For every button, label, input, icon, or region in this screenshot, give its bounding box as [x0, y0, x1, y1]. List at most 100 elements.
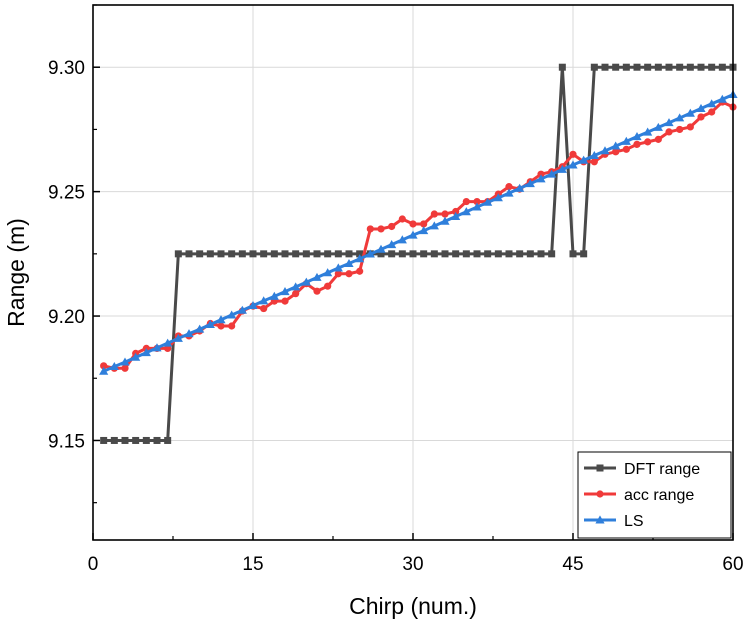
- data-point-ls: [131, 352, 141, 361]
- data-point-acc-range: [281, 297, 289, 305]
- data-point-dft-range: [217, 250, 225, 258]
- data-point-dft-range: [270, 250, 278, 258]
- data-point-ls: [632, 132, 642, 141]
- data-point-acc-range: [686, 123, 694, 131]
- data-point-dft-range: [665, 63, 673, 71]
- data-point-dft-range: [505, 250, 513, 258]
- y-tick-label: 9.20: [48, 307, 85, 328]
- data-point-ls: [205, 319, 215, 328]
- data-point-ls: [483, 197, 493, 206]
- data-point-ls: [120, 357, 130, 366]
- data-point-dft-range: [622, 63, 630, 71]
- data-point-ls: [301, 277, 311, 286]
- data-point-acc-range: [462, 197, 470, 206]
- data-point-dft-range: [569, 250, 577, 258]
- data-point-ls: [152, 343, 162, 352]
- data-point-acc-range: [356, 267, 364, 275]
- data-point-ls: [227, 310, 237, 319]
- data-point-dft-range: [249, 250, 257, 258]
- data-point-ls: [611, 141, 621, 150]
- x-tick-label: 30: [402, 554, 423, 575]
- data-point-dft-range: [132, 436, 140, 444]
- data-point-acc-range: [473, 197, 481, 206]
- data-point-ls: [259, 296, 269, 305]
- data-point-dft-range: [100, 436, 108, 444]
- data-point-dft-range: [142, 436, 150, 444]
- x-tick-label: 45: [562, 554, 583, 575]
- data-point-ls: [600, 146, 610, 155]
- data-point-ls: [675, 113, 685, 122]
- y-tick-label: 9.15: [48, 431, 85, 452]
- data-point-dft-range: [430, 250, 438, 258]
- data-point-ls: [557, 164, 567, 173]
- data-point-ls: [355, 254, 365, 263]
- data-point-dft-range: [494, 250, 502, 258]
- data-point-dft-range: [558, 63, 566, 71]
- data-point-acc-range: [228, 322, 236, 330]
- data-point-dft-range: [601, 63, 609, 71]
- data-point-acc-range: [121, 364, 129, 372]
- x-tick-label: 60: [722, 554, 743, 575]
- data-point-dft-range: [644, 63, 652, 71]
- data-point-acc-range: [612, 148, 620, 156]
- data-point-ls: [312, 272, 322, 281]
- data-point-dft-range: [196, 250, 204, 258]
- legend-swatch-marker: [596, 490, 604, 498]
- data-point-dft-range: [334, 250, 342, 258]
- legend: DFT range acc range LS: [577, 451, 732, 539]
- data-point-dft-range: [292, 250, 300, 258]
- data-point-dft-range: [324, 250, 332, 258]
- data-point-dft-range: [377, 250, 385, 258]
- data-point-ls: [440, 216, 450, 225]
- data-point-ls: [408, 230, 418, 239]
- data-point-acc-range: [452, 207, 460, 216]
- data-point-ls: [397, 235, 407, 244]
- data-point-dft-range: [388, 250, 396, 258]
- data-point-ls: [547, 169, 557, 178]
- data-point-acc-range: [260, 304, 268, 313]
- data-point-dft-range: [654, 63, 662, 71]
- data-point-dft-range: [398, 250, 406, 258]
- data-point-ls: [451, 211, 461, 220]
- data-point-dft-range: [313, 250, 321, 258]
- data-point-ls: [664, 118, 674, 127]
- data-point-ls: [685, 108, 695, 117]
- data-point-ls: [269, 291, 279, 300]
- data-point-ls: [696, 103, 706, 112]
- data-point-ls: [515, 183, 525, 192]
- x-tick-label: 0: [88, 554, 99, 575]
- data-point-ls: [525, 179, 535, 188]
- data-point-acc-range: [633, 140, 641, 148]
- series-dft-range: [100, 63, 737, 444]
- data-point-dft-range: [153, 436, 161, 444]
- data-point-ls: [472, 202, 482, 211]
- data-point-acc-range: [292, 290, 300, 298]
- data-point-dft-range: [718, 63, 726, 71]
- data-point-acc-range: [420, 220, 428, 228]
- legend-label: LS: [624, 513, 644, 530]
- data-point-dft-range: [697, 63, 705, 71]
- data-point-ls: [333, 263, 343, 272]
- data-point-ls: [707, 99, 717, 108]
- x-axis-title: Chirp (num.): [349, 593, 477, 619]
- data-point-dft-range: [420, 250, 428, 258]
- data-point-dft-range: [516, 250, 524, 258]
- data-point-acc-range: [676, 125, 684, 134]
- data-point-dft-range: [185, 250, 193, 258]
- data-point-acc-range: [345, 270, 353, 278]
- data-point-ls: [109, 361, 119, 371]
- data-point-ls: [291, 282, 301, 291]
- data-point-dft-range: [238, 250, 246, 258]
- data-point-dft-range: [164, 436, 172, 444]
- data-point-ls: [504, 188, 514, 197]
- data-point-acc-range: [388, 222, 396, 231]
- data-point-dft-range: [206, 250, 214, 258]
- data-point-ls: [493, 193, 503, 202]
- data-point-dft-range: [121, 436, 129, 444]
- data-point-ls: [237, 305, 247, 314]
- data-point-ls: [376, 244, 386, 253]
- data-point-ls: [461, 207, 471, 216]
- legend-label: acc range: [624, 487, 694, 504]
- data-point-ls: [643, 127, 653, 136]
- data-point-acc-range: [430, 210, 438, 218]
